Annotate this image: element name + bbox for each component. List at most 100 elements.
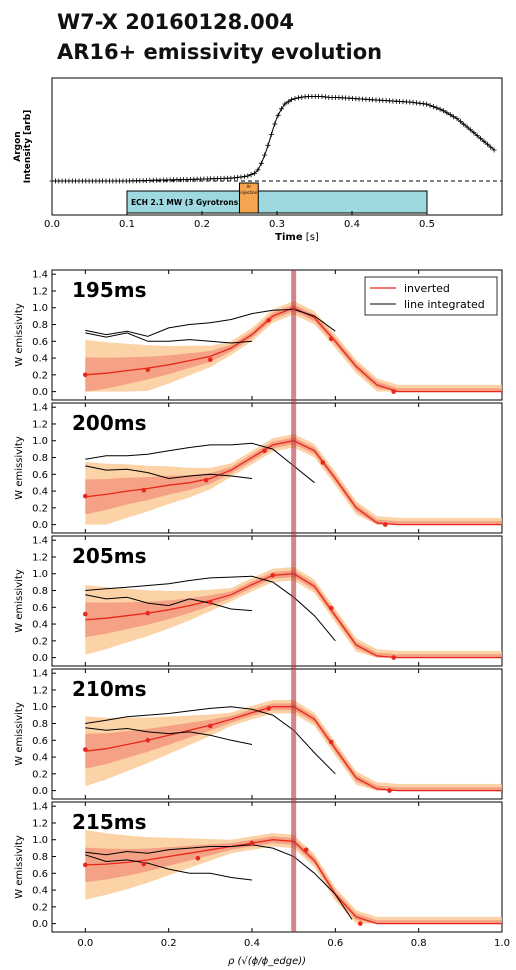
chart-title-line1: W7-X 20160128.004 bbox=[57, 10, 294, 34]
y-tick-label: 1.4 bbox=[32, 669, 48, 680]
y-tick-label: 1.2 bbox=[32, 818, 48, 829]
line-integrated-upper bbox=[85, 442, 315, 484]
y-tick-label: 0.6 bbox=[32, 337, 48, 348]
y-tick-label: 0.0 bbox=[32, 919, 48, 930]
time-tick-label: 0.1 bbox=[119, 219, 135, 230]
inverted-data-point bbox=[208, 723, 213, 729]
intensity-marker bbox=[262, 152, 268, 158]
line-integrated-lower bbox=[85, 594, 253, 612]
emissivity-panel-200ms: 0.0 0.2 0.4 0.6 0.8 1.0 1.2 1.4 200ms W emissivit… bbox=[14, 402, 503, 534]
y-tick-label: 0.4 bbox=[32, 753, 48, 764]
intensity-marker bbox=[292, 96, 298, 102]
emissivity-panel-210ms: 0.0 0.2 0.4 0.6 0.8 1.0 1.2 1.4 210ms W emissivit… bbox=[14, 668, 503, 800]
inverted-data-point bbox=[328, 605, 334, 611]
y-tick-label: 0.6 bbox=[32, 603, 48, 614]
ech-heating-label: ECH 2.1 MW (3 Gyrotrons) bbox=[131, 198, 242, 207]
intensity-marker bbox=[454, 116, 460, 122]
intensity-marker bbox=[491, 147, 497, 153]
inverted-data-point bbox=[358, 921, 363, 926]
intensity-marker bbox=[275, 112, 281, 118]
inverted-data-point bbox=[195, 855, 201, 861]
intensity-marker bbox=[478, 135, 484, 141]
y-tick-label: 0.4 bbox=[32, 487, 48, 498]
y-tick-label: 1.4 bbox=[32, 536, 48, 547]
inverted-data-point bbox=[262, 448, 267, 454]
intensity-marker bbox=[248, 172, 254, 178]
line-integrated-lower bbox=[85, 332, 253, 344]
inverted-data-point bbox=[83, 611, 88, 617]
y-tick-label: 0.2 bbox=[32, 636, 48, 647]
intensity-marker bbox=[434, 105, 440, 111]
y-tick-label: 0.6 bbox=[32, 470, 48, 481]
inverted-data-point bbox=[387, 788, 392, 793]
intensity-marker bbox=[319, 94, 325, 99]
emissivity-panel-215ms: 0.0 0.2 0.4 0.6 0.8 1.0 1.2 1.4 215ms W emissivit… bbox=[14, 801, 503, 933]
inverted-data-point bbox=[203, 477, 209, 483]
x-tick-label: 0.4 bbox=[244, 938, 260, 949]
panel-time-label: 215ms bbox=[72, 810, 147, 834]
y-tick-label: 0.2 bbox=[32, 370, 48, 381]
time-tick-label: 0.5 bbox=[419, 219, 435, 230]
inverted-data-point bbox=[303, 847, 309, 853]
inverted-profile-line bbox=[85, 573, 502, 659]
uncertainty-band-inner bbox=[85, 570, 503, 658]
line-integrated-upper bbox=[85, 844, 353, 920]
inverted-data-point bbox=[141, 487, 146, 493]
y-tick-label: 1.0 bbox=[32, 436, 48, 447]
intensity-marker bbox=[437, 106, 443, 112]
inverted-data-point bbox=[145, 367, 151, 373]
y-tick-label: 1.0 bbox=[32, 569, 48, 580]
intensity-marker bbox=[272, 121, 278, 127]
inverted-data-point bbox=[391, 389, 397, 394]
inverted-data-point bbox=[383, 522, 388, 527]
x-tick-label: 0.8 bbox=[411, 938, 427, 949]
time-tick-label: 0.4 bbox=[344, 219, 360, 230]
y-tick-label: 0.2 bbox=[32, 769, 48, 780]
intensity-marker bbox=[457, 118, 463, 124]
y-tick-label: 0.0 bbox=[32, 387, 48, 398]
intensity-marker bbox=[484, 141, 490, 147]
x-axis-label: ρ (√(ϕ/ϕ_edge)) bbox=[228, 956, 306, 967]
y-tick-label: 0.4 bbox=[32, 886, 48, 897]
legend: inverted line integrated bbox=[364, 276, 498, 316]
y-tick-label: 0.0 bbox=[32, 520, 48, 531]
inverted-data-point bbox=[208, 357, 213, 363]
intensity-marker bbox=[424, 101, 430, 107]
inverted-data-point bbox=[83, 862, 88, 868]
time-axis-label: Time [s] bbox=[275, 232, 319, 243]
emissivity-panel-195ms: 0.0 0.2 0.4 0.6 0.8 1.0 1.2 1.4 195ms W emissivit… bbox=[14, 269, 503, 401]
intensity-marker bbox=[468, 127, 473, 133]
panel-time-label: 205ms bbox=[72, 544, 147, 568]
inverted-profile-line bbox=[85, 440, 502, 526]
uncertainty-band-inner bbox=[85, 437, 503, 525]
intensity-marker bbox=[447, 112, 453, 118]
x-tick-label: 0.2 bbox=[161, 938, 177, 949]
intensity-marker bbox=[241, 174, 247, 179]
y-tick-label: 1.2 bbox=[32, 552, 48, 563]
argon-injection-label: injection bbox=[240, 190, 258, 195]
chart-title-line2: AR16+ emissivity evolution bbox=[57, 40, 383, 64]
inverted-data-point bbox=[249, 840, 255, 846]
y-tick-label: 0.6 bbox=[32, 869, 48, 880]
intensity-marker bbox=[441, 108, 446, 114]
uncertainty-band-inner bbox=[85, 836, 503, 924]
argon-intensity-trace bbox=[52, 96, 495, 182]
y-tick-label: 0.0 bbox=[32, 653, 48, 664]
intensity-marker bbox=[231, 175, 237, 181]
y-tick-label: 0.2 bbox=[32, 902, 48, 913]
y-tick-label: 0.8 bbox=[32, 719, 48, 730]
y-tick-label: 1.4 bbox=[32, 270, 48, 281]
legend-line-integrated-label: line integrated bbox=[404, 298, 485, 311]
y-tick-label: 1.0 bbox=[32, 835, 48, 846]
intensity-marker bbox=[252, 170, 257, 176]
time-tick-label: 0.3 bbox=[269, 219, 285, 230]
inverted-data-point bbox=[270, 573, 276, 578]
emissivity-panel-205ms: 0.0 0.2 0.4 0.6 0.8 1.0 1.2 1.4 205ms W emissivit… bbox=[14, 535, 503, 667]
argon-injection-bar bbox=[239, 182, 259, 214]
intensity-marker bbox=[451, 114, 457, 120]
intensity-marker bbox=[481, 138, 487, 144]
legend-inverted-label: inverted bbox=[404, 282, 450, 295]
inverted-data-point bbox=[145, 738, 151, 743]
